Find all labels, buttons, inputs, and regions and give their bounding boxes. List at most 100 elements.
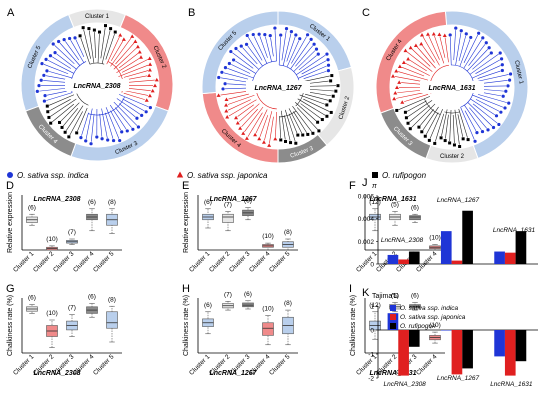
tree-branch — [472, 103, 498, 124]
leaf-marker-indica — [106, 138, 110, 142]
tree-branch — [284, 115, 291, 141]
tree-branch — [237, 104, 254, 117]
leaf-marker-rufipogon — [279, 138, 283, 142]
leaf-marker-indica — [487, 46, 491, 50]
box-sample-size: (6) — [88, 199, 96, 206]
leaf-marker-rufipogon — [328, 99, 332, 103]
leaf-marker-japonica — [238, 126, 243, 130]
boxplot-panel-E: E LncRNA_1267 Relative expression (6) Cluste… — [182, 180, 298, 274]
leaf-marker-japonica — [130, 34, 135, 38]
tree-branch — [394, 76, 423, 82]
legend-marker-circle — [7, 172, 13, 178]
tree-branch — [454, 109, 460, 145]
leaf-marker-japonica — [235, 121, 240, 125]
tree-branch — [294, 102, 317, 122]
bar — [408, 251, 420, 264]
tree-branch — [235, 60, 256, 74]
tree-branch — [49, 94, 75, 106]
leaf-marker-indica — [135, 116, 139, 120]
tree-inner-arc — [444, 111, 460, 114]
tree-branch — [77, 107, 88, 132]
leaf-marker-indica — [95, 135, 99, 139]
leaf-marker-rufipogon — [423, 134, 427, 138]
tree-branch — [429, 108, 443, 139]
boxplot-panel-H: H LncRNA_1267 Chalkiness rate (%) (6) Cluste… — [182, 283, 298, 377]
leaf-marker-indica — [298, 37, 302, 41]
tree-branch — [105, 33, 115, 60]
tree-branch — [65, 105, 84, 131]
leaf-marker-indica — [480, 129, 485, 134]
leaf-marker-indica — [268, 33, 272, 38]
box-sample-size: (7) — [224, 202, 232, 209]
tree-branch — [453, 30, 456, 61]
box-sample-size: (10) — [429, 235, 441, 242]
leaf-marker-japonica — [400, 100, 405, 104]
tree-branch — [60, 102, 80, 122]
leaf-marker-indica — [125, 129, 129, 133]
box-sample-size: (5) — [391, 202, 399, 209]
leaf-marker-rufipogon — [325, 114, 329, 118]
tree-branch — [407, 100, 433, 117]
tree-branch — [46, 92, 73, 101]
y-tick-label: 0 — [370, 262, 374, 269]
cluster-ring-segment — [201, 10, 279, 95]
leaf-marker-indica — [35, 89, 39, 93]
tree-branch — [228, 93, 249, 100]
leaf-marker-japonica — [139, 55, 144, 59]
legend-swatch — [390, 305, 396, 311]
leaf-marker-rufipogon — [311, 131, 315, 135]
leaf-marker-japonica — [395, 85, 400, 89]
leaf-marker-indica — [501, 94, 505, 98]
leaf-marker-rufipogon — [75, 131, 79, 135]
leaf-marker-japonica — [154, 77, 159, 82]
box-sample-size: (10) — [429, 322, 441, 329]
leaf-marker-indica — [45, 69, 49, 73]
tree-branch — [227, 99, 251, 111]
leaf-marker-indica — [477, 31, 481, 35]
bar — [462, 330, 473, 369]
tree-branch — [295, 45, 314, 67]
leaf-marker-rufipogon — [331, 94, 335, 98]
leaf-marker-indica — [326, 58, 330, 62]
tree-branch — [45, 75, 67, 80]
boxplot-title: LncRNA_2308 — [33, 370, 80, 377]
tree-branch — [475, 99, 500, 112]
leaf-marker-indica — [507, 78, 512, 82]
tree-branch — [239, 103, 260, 122]
leaf-marker-rufipogon — [47, 115, 51, 119]
leaf-marker-indica — [89, 142, 93, 146]
tree-branch — [463, 39, 482, 69]
leaf-marker-japonica — [401, 60, 406, 64]
leaf-marker-indica — [312, 42, 316, 46]
leaf-marker-japonica — [147, 56, 152, 60]
gene-label-bg — [65, 79, 129, 91]
tree-branch — [241, 108, 258, 128]
tree-inner-arc — [424, 98, 441, 115]
bar — [451, 260, 463, 264]
tree-branch — [293, 50, 316, 72]
tree-branch — [297, 98, 326, 116]
tree-branch — [409, 59, 427, 72]
leaf-marker-rufipogon — [408, 127, 412, 131]
panel-letter: G — [6, 283, 15, 295]
leaf-marker-rufipogon — [92, 28, 96, 32]
leaf-marker-japonica — [225, 115, 230, 119]
tree-branch — [109, 104, 127, 130]
leaf-marker-rufipogon — [330, 74, 334, 78]
tree-branch — [253, 36, 268, 64]
tree-branch — [255, 109, 268, 134]
tree-branch — [101, 30, 111, 64]
leaf-marker-rufipogon — [289, 141, 293, 145]
leaf-marker-indica — [68, 36, 72, 41]
boxplot-title: LncRNA_1631 — [369, 370, 416, 377]
leaf-marker-rufipogon — [58, 120, 62, 124]
y-axis-label: Relative expression — [183, 192, 190, 253]
leaf-marker-rufipogon — [404, 116, 408, 120]
tree-branch — [470, 98, 495, 115]
leaf-marker-japonica — [394, 69, 399, 73]
leaf-marker-indica — [314, 47, 319, 51]
leaf-marker-indica — [244, 42, 249, 46]
tree-branch — [115, 42, 135, 65]
tree-branch — [123, 70, 149, 78]
